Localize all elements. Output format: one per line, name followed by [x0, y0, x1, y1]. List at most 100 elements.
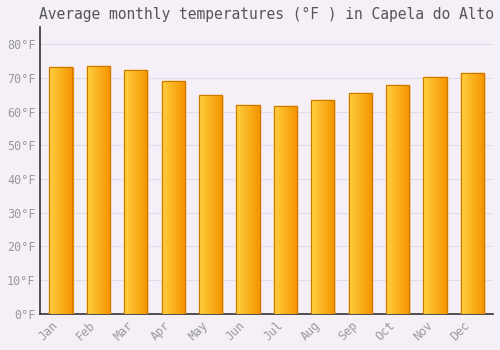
Bar: [205, 96, 206, 314]
Bar: [213, 96, 214, 314]
Bar: [146, 70, 148, 314]
Bar: [174, 81, 175, 314]
Bar: [248, 105, 249, 314]
Bar: [440, 77, 441, 314]
Bar: [427, 77, 428, 314]
Bar: [162, 81, 164, 314]
Bar: [247, 105, 248, 314]
Bar: [50, 67, 72, 314]
Bar: [473, 74, 474, 314]
Bar: [52, 67, 53, 314]
Bar: [238, 105, 239, 314]
Bar: [61, 67, 62, 314]
Bar: [210, 96, 211, 314]
Bar: [91, 66, 92, 314]
Bar: [180, 81, 182, 314]
Bar: [256, 105, 258, 314]
Bar: [470, 74, 472, 314]
Bar: [146, 70, 147, 314]
Bar: [101, 66, 102, 314]
Bar: [435, 77, 436, 314]
Bar: [66, 67, 68, 314]
Bar: [387, 85, 388, 314]
Bar: [394, 85, 395, 314]
Bar: [134, 70, 135, 314]
Bar: [293, 105, 294, 314]
Bar: [124, 70, 125, 314]
Bar: [93, 66, 94, 314]
Bar: [324, 100, 325, 314]
Bar: [128, 70, 129, 314]
Bar: [137, 70, 138, 314]
Bar: [132, 70, 133, 314]
Bar: [169, 81, 170, 314]
Bar: [97, 66, 98, 314]
Bar: [209, 96, 210, 314]
Bar: [278, 105, 279, 314]
Bar: [406, 85, 407, 314]
Bar: [170, 81, 171, 314]
Bar: [327, 100, 328, 314]
Bar: [430, 77, 431, 314]
Bar: [133, 70, 134, 314]
Bar: [287, 105, 288, 314]
Bar: [167, 81, 168, 314]
Bar: [402, 85, 403, 314]
Bar: [358, 93, 359, 314]
Bar: [483, 74, 484, 314]
Bar: [425, 77, 426, 314]
Bar: [361, 93, 362, 314]
Bar: [360, 93, 361, 314]
Bar: [296, 105, 297, 314]
Bar: [294, 105, 296, 314]
Bar: [424, 77, 446, 314]
Bar: [275, 105, 276, 314]
Bar: [65, 67, 66, 314]
Bar: [424, 77, 426, 314]
Bar: [286, 105, 287, 314]
Bar: [252, 105, 254, 314]
Bar: [356, 93, 358, 314]
Bar: [362, 93, 363, 314]
Bar: [162, 81, 163, 314]
Bar: [481, 74, 482, 314]
Bar: [292, 105, 293, 314]
Bar: [352, 93, 354, 314]
Bar: [162, 81, 184, 314]
Bar: [428, 77, 429, 314]
Bar: [57, 67, 58, 314]
Bar: [390, 85, 392, 314]
Bar: [88, 66, 89, 314]
Bar: [352, 93, 353, 314]
Bar: [368, 93, 369, 314]
Bar: [276, 105, 278, 314]
Bar: [371, 93, 372, 314]
Bar: [55, 67, 56, 314]
Bar: [238, 105, 240, 314]
Bar: [144, 70, 145, 314]
Bar: [208, 96, 209, 314]
Bar: [329, 100, 330, 314]
Bar: [291, 105, 292, 314]
Bar: [285, 105, 286, 314]
Bar: [392, 85, 393, 314]
Bar: [96, 66, 97, 314]
Bar: [107, 66, 108, 314]
Bar: [476, 74, 477, 314]
Bar: [356, 93, 357, 314]
Bar: [279, 105, 280, 314]
Bar: [145, 70, 146, 314]
Bar: [389, 85, 390, 314]
Bar: [461, 74, 462, 314]
Bar: [103, 66, 104, 314]
Bar: [290, 105, 292, 314]
Bar: [207, 96, 208, 314]
Bar: [177, 81, 178, 314]
Bar: [104, 66, 106, 314]
Bar: [206, 96, 207, 314]
Bar: [350, 93, 351, 314]
Bar: [108, 66, 110, 314]
Bar: [468, 74, 469, 314]
Bar: [333, 100, 334, 314]
Bar: [283, 105, 284, 314]
